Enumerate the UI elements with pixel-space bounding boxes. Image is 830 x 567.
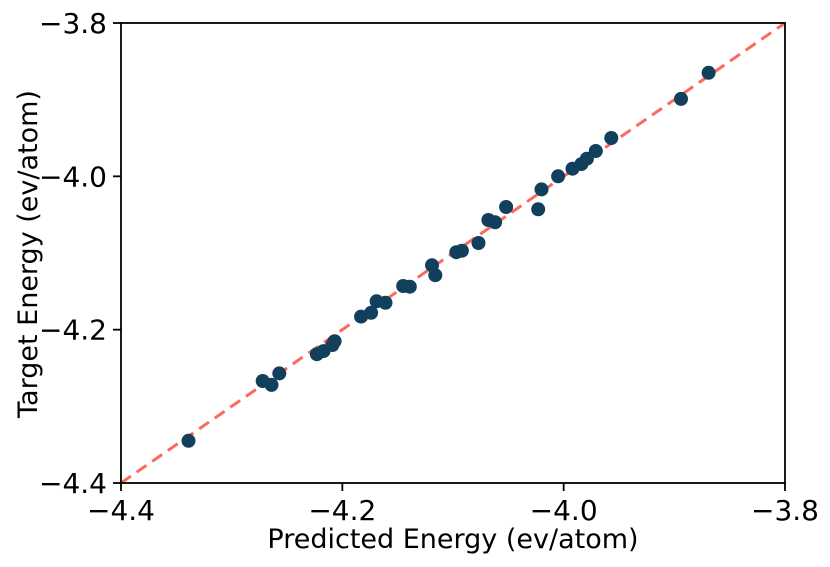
scatter-point [264,377,279,392]
scatter-point [471,236,486,250]
y-tick-label: −4.0 [39,160,107,193]
scatter-point [551,169,566,184]
scatter-point [402,279,417,294]
y-axis-label: Target Energy (ev/atom) [13,90,44,418]
x-tick-label: −4.2 [308,494,376,527]
scatter-point [674,91,688,106]
scatter-point [364,305,379,320]
scatter-point [181,433,196,448]
scatter-point [701,65,716,80]
scatter-point [272,366,287,381]
y-tick-label: −3.8 [39,7,107,40]
y-tick-label: −4.4 [39,467,107,500]
scatter-point [454,243,469,258]
scatter-point [488,215,503,230]
plot-border [120,22,786,484]
scatter-point [534,182,549,197]
x-tick-label: −4.0 [530,494,598,527]
scatter-point [378,295,393,310]
x-tick-label: −4.4 [87,494,155,527]
x-tick-label: −3.8 [751,494,819,527]
scatter-point [531,202,546,217]
scatter-point [428,268,443,283]
scatter-point [604,131,619,145]
scatter-point [588,144,603,158]
y-tick-label: −4.2 [39,314,107,347]
scatter-point [327,334,342,349]
x-axis-label: Predicted Energy (ev/atom) [267,524,639,555]
scatter-point [499,200,514,214]
